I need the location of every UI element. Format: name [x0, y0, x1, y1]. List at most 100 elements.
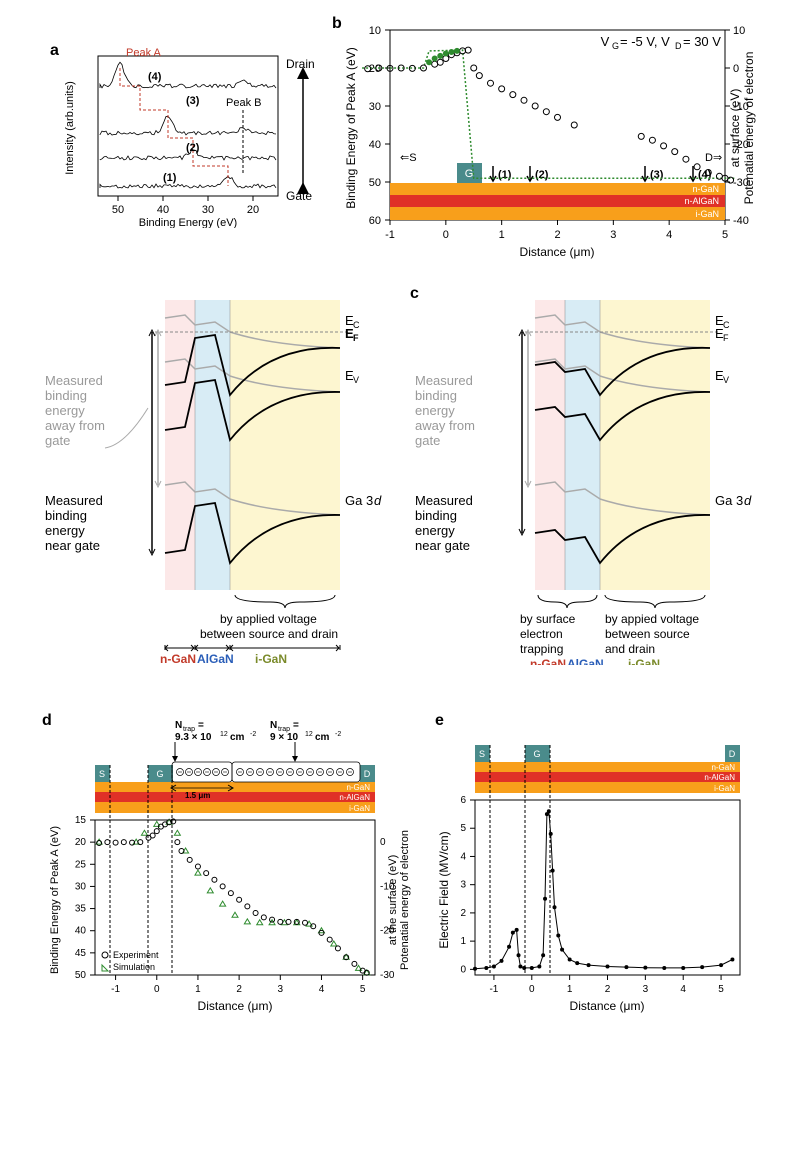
svg-text:between source and drain: between source and drain	[200, 627, 338, 641]
svg-text:away from: away from	[415, 418, 475, 433]
svg-text:Potenatial energy of electron: Potenatial energy of electron	[742, 52, 756, 205]
svg-text:n-AlGaN: n-AlGaN	[704, 773, 735, 782]
svg-text:5: 5	[360, 984, 366, 995]
svg-text:50: 50	[112, 204, 124, 216]
svg-text:Drain: Drain	[286, 57, 315, 71]
svg-text:i-GaN: i-GaN	[695, 209, 719, 219]
svg-text:D: D	[675, 41, 682, 51]
svg-text:60: 60	[369, 215, 381, 227]
svg-text:Measured: Measured	[415, 493, 473, 508]
svg-text:at the surface (eV): at the surface (eV)	[387, 855, 399, 946]
svg-text:near gate: near gate	[45, 538, 100, 553]
svg-text:Distance (μm): Distance (μm)	[520, 245, 595, 259]
svg-text:binding: binding	[415, 508, 457, 523]
svg-text:energy: energy	[415, 523, 455, 538]
svg-text:binding: binding	[415, 388, 457, 403]
svg-text:away from: away from	[45, 418, 105, 433]
svg-text:gate: gate	[415, 433, 440, 448]
svg-text:V: V	[601, 34, 610, 49]
svg-text:= 30 V: = 30 V	[683, 34, 721, 49]
svg-text:=: =	[293, 720, 299, 731]
svg-text:n-GaN: n-GaN	[711, 763, 735, 772]
svg-text:50: 50	[369, 177, 381, 189]
svg-text:d: d	[744, 493, 752, 508]
svg-text:C: C	[353, 320, 360, 330]
svg-text:Distance (μm): Distance (μm)	[570, 999, 645, 1013]
svg-text:3: 3	[460, 880, 466, 891]
svg-text:1.5 μm: 1.5 μm	[185, 791, 210, 800]
svg-text:-2: -2	[250, 731, 256, 738]
svg-text:by surface: by surface	[520, 612, 576, 626]
svg-text:binding: binding	[45, 388, 87, 403]
svg-text:2: 2	[236, 984, 242, 995]
svg-text:1: 1	[499, 229, 505, 241]
panel-a-xlabel: Binding Energy (eV)	[139, 217, 237, 228]
svg-text:binding: binding	[45, 508, 87, 523]
svg-text:electron: electron	[520, 627, 563, 641]
svg-text:N: N	[270, 720, 277, 731]
svg-text:n-AlGaN: n-AlGaN	[684, 196, 719, 206]
svg-text:0: 0	[380, 837, 386, 848]
svg-text:4: 4	[680, 984, 686, 995]
svg-text:4: 4	[319, 984, 325, 995]
svg-text:30: 30	[75, 881, 87, 892]
svg-text:40: 40	[75, 926, 87, 937]
svg-text:⇐S: ⇐S	[400, 152, 417, 164]
svg-text:5: 5	[460, 823, 466, 834]
svg-text:20: 20	[247, 204, 259, 216]
svg-text:S: S	[99, 769, 105, 779]
svg-text:(1): (1)	[498, 169, 512, 181]
svg-text:by applied voltage: by applied voltage	[220, 612, 317, 626]
svg-text:Measured: Measured	[45, 373, 103, 388]
svg-text:Binding Energy of Peak A (eV): Binding Energy of Peak A (eV)	[49, 826, 61, 974]
svg-text:0: 0	[443, 229, 449, 241]
svg-text:15: 15	[75, 815, 87, 826]
svg-text:i-GaN: i-GaN	[714, 784, 735, 793]
svg-text:(2): (2)	[186, 142, 200, 154]
svg-text:30: 30	[202, 204, 214, 216]
svg-text:0: 0	[154, 984, 160, 995]
svg-text:-30: -30	[380, 970, 395, 981]
svg-text:10: 10	[369, 25, 381, 37]
svg-text:i-GaN: i-GaN	[255, 652, 287, 665]
svg-text:12: 12	[220, 731, 228, 738]
svg-text:-40: -40	[733, 215, 749, 227]
svg-text:25: 25	[75, 859, 87, 870]
svg-text:Measured: Measured	[45, 493, 103, 508]
svg-text:-2: -2	[335, 731, 341, 738]
svg-text:near gate: near gate	[415, 538, 470, 553]
svg-text:energy: energy	[45, 523, 85, 538]
panel-a-chart: 50 40 30 20 Binding Energy (eV) Intensit…	[58, 38, 318, 228]
svg-text:(1): (1)	[163, 172, 177, 184]
svg-text:5: 5	[718, 984, 724, 995]
svg-text:cm: cm	[230, 732, 245, 743]
svg-text:1: 1	[567, 984, 573, 995]
svg-text:N: N	[175, 720, 182, 731]
svg-text:(3): (3)	[186, 95, 200, 107]
svg-text:-1: -1	[385, 229, 395, 241]
svg-text:G: G	[612, 41, 619, 51]
svg-text:D⇒: D⇒	[705, 152, 722, 164]
svg-text:40: 40	[157, 204, 169, 216]
svg-text:5: 5	[722, 229, 728, 241]
svg-text:0: 0	[529, 984, 535, 995]
svg-text:10: 10	[733, 25, 745, 37]
svg-text:= -5 V, V: = -5 V, V	[620, 34, 670, 49]
svg-text:n-GaN: n-GaN	[530, 657, 566, 665]
svg-text:AlGaN: AlGaN	[197, 652, 234, 665]
svg-text:2: 2	[554, 229, 560, 241]
svg-text:trapping: trapping	[520, 642, 563, 656]
svg-text:G: G	[156, 769, 163, 779]
panel-c-right: EC EF EV Ga 3d Measured binding energy a…	[410, 290, 770, 665]
svg-text:50: 50	[75, 970, 87, 981]
svg-text:cm: cm	[315, 732, 330, 743]
svg-text:20: 20	[75, 837, 87, 848]
svg-text:9.3 × 10: 9.3 × 10	[175, 732, 212, 743]
svg-text:4: 4	[460, 851, 466, 862]
svg-text:G: G	[465, 168, 474, 180]
svg-text:35: 35	[75, 904, 87, 915]
svg-text:Distance (μm): Distance (μm)	[198, 999, 273, 1013]
svg-text:3: 3	[278, 984, 284, 995]
panel-b-chart: V G = -5 V, V D = 30 V n-GaN n-AlGaN i-G…	[335, 18, 765, 263]
svg-text:Potenatial energy of electron: Potenatial energy of electron	[399, 830, 411, 970]
